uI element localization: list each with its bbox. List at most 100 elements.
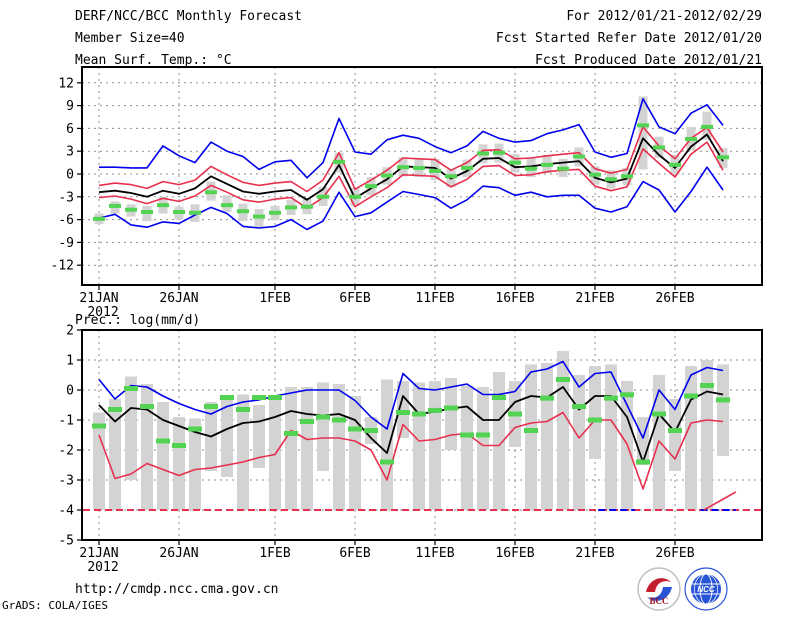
y-tick-label: -2 (58, 444, 74, 459)
ncc-logo: NCC (684, 567, 728, 611)
member-spread-bar (173, 417, 185, 510)
ensemble-mean-line (98, 133, 724, 201)
mean-plus-std-line (98, 126, 724, 193)
y-tick-label: -5 (58, 534, 74, 549)
member-spread-bar (638, 96, 648, 170)
x-tick-label: 21JAN (79, 546, 118, 561)
member-spread-bar (493, 372, 505, 510)
observation-dashes (92, 377, 730, 465)
ensemble-mean-line (98, 386, 724, 463)
member-spread-bar (317, 382, 329, 471)
ncc-logo-text: NCC (697, 585, 715, 594)
bcc-logo: BCC (637, 567, 681, 611)
x-tick-label: 26JAN (159, 291, 198, 306)
x-tick-label: 21FEB (575, 291, 614, 306)
member-spread-bar (477, 387, 489, 510)
x-tick-label: 1FEB (259, 546, 290, 561)
y-tick-label: -9 (58, 236, 74, 251)
y-tick-label: 12 (58, 76, 74, 91)
y-tick-label: -12 (51, 259, 74, 274)
produced-date-label: Fcst Produced Date 2012/01/21 (535, 53, 762, 68)
x-tick-label: 26FEB (655, 546, 694, 561)
bcc-logo-blue-swoosh (647, 587, 672, 601)
forecast-range: For 2012/01/21-2012/02/29 (566, 9, 762, 24)
member-spread-bar (541, 363, 553, 510)
y-tick-label: 9 (66, 99, 74, 114)
member-spread-bar (333, 384, 345, 510)
x-tick-label: 6FEB (339, 291, 370, 306)
member-spread-bar (557, 351, 569, 510)
y-tick-label: 6 (66, 122, 74, 137)
grads-credit: GrADS: COLA/IGES (2, 599, 108, 612)
y-tick-label: 3 (66, 145, 74, 160)
member-spread-bar (189, 418, 201, 510)
bcc-logo-red-swoosh (646, 578, 671, 592)
x-tick-label: 1FEB (259, 291, 290, 306)
member-spread-bar (717, 364, 729, 456)
member-spread-bar (285, 387, 297, 510)
y-axis-labels: -12 -9 -6 -3 0 3 6 9 12 (51, 76, 82, 274)
precipitation-title: Prec.: log(mm/d) (75, 313, 200, 328)
x-tick-label: 21JAN (79, 291, 118, 306)
ensemble-max-line (99, 98, 724, 179)
temp-chart-title: Mean Surf. Temp.: °C (75, 53, 232, 68)
y-tick-label: -6 (58, 213, 74, 228)
observation-dashes (93, 123, 729, 221)
member-spread-bar (701, 360, 713, 510)
ncc-logo-meridian2 (694, 573, 718, 605)
ensemble-min-line (98, 166, 724, 231)
member-spread-bar (109, 399, 121, 510)
y-tick-label: 0 (66, 168, 74, 183)
chart-header: DERF/NCC/BCC Monthly Forecast For 2012/0… (75, 6, 762, 72)
x-tick-label: 6FEB (339, 546, 370, 561)
y-tick-label: -1 (58, 414, 74, 429)
lower-envelope-line (98, 411, 724, 490)
member-spread-bar (461, 385, 473, 510)
member-spread-bar (573, 375, 585, 510)
member-spread-bars (94, 96, 728, 228)
member-spread-bar (589, 366, 601, 459)
member-spread-bar (685, 366, 697, 510)
y-tick-label: -3 (58, 190, 74, 205)
floor-red-uptick (703, 491, 737, 511)
bcc-logo-ring (637, 567, 681, 611)
member-spread-bar (301, 387, 313, 510)
ncc-logo-globe (691, 574, 721, 604)
member-spread-bar (397, 381, 409, 438)
member-spread-bar (605, 364, 617, 510)
member-spread-bar (525, 364, 537, 510)
x-tick-label: 11FEB (415, 546, 454, 561)
x-tick-label: 11FEB (415, 291, 454, 306)
member-spread-bar (93, 412, 105, 510)
chart-frame (81, 66, 763, 286)
x-axis-year-label: 2012 (87, 305, 118, 320)
chart-frame (81, 329, 763, 541)
y-axis-labels: -5 -4 -3 -2 -1 0 1 2 (58, 324, 82, 549)
member-spread-bar (445, 378, 457, 450)
member-spread-bar (413, 382, 425, 510)
x-tick-label: 26JAN (159, 546, 198, 561)
bcc-logo-text: BCC (649, 596, 668, 606)
member-spread-bar (141, 384, 153, 510)
member-spread-bar (125, 376, 137, 480)
source-url: http://cmdp.ncc.cma.gov.cn (75, 582, 279, 597)
member-size-label: Member Size=40 (75, 31, 185, 46)
x-tick-label: 16FEB (495, 291, 534, 306)
y-tick-label: 1 (66, 354, 74, 369)
refer-date-label: Fcst Started Refer Date 2012/01/20 (495, 31, 762, 46)
x-axis-year-label: 2012 (87, 560, 118, 575)
member-spread-bar (429, 381, 441, 510)
x-tick-label: 21FEB (575, 546, 614, 561)
member-spread-bar (157, 402, 169, 510)
y-tick-label: -3 (58, 474, 74, 489)
member-spread-bar (349, 396, 361, 510)
y-tick-label: 2 (66, 324, 74, 339)
page-title: DERF/NCC/BCC Monthly Forecast (75, 9, 302, 24)
x-tick-label: 16FEB (495, 546, 534, 561)
